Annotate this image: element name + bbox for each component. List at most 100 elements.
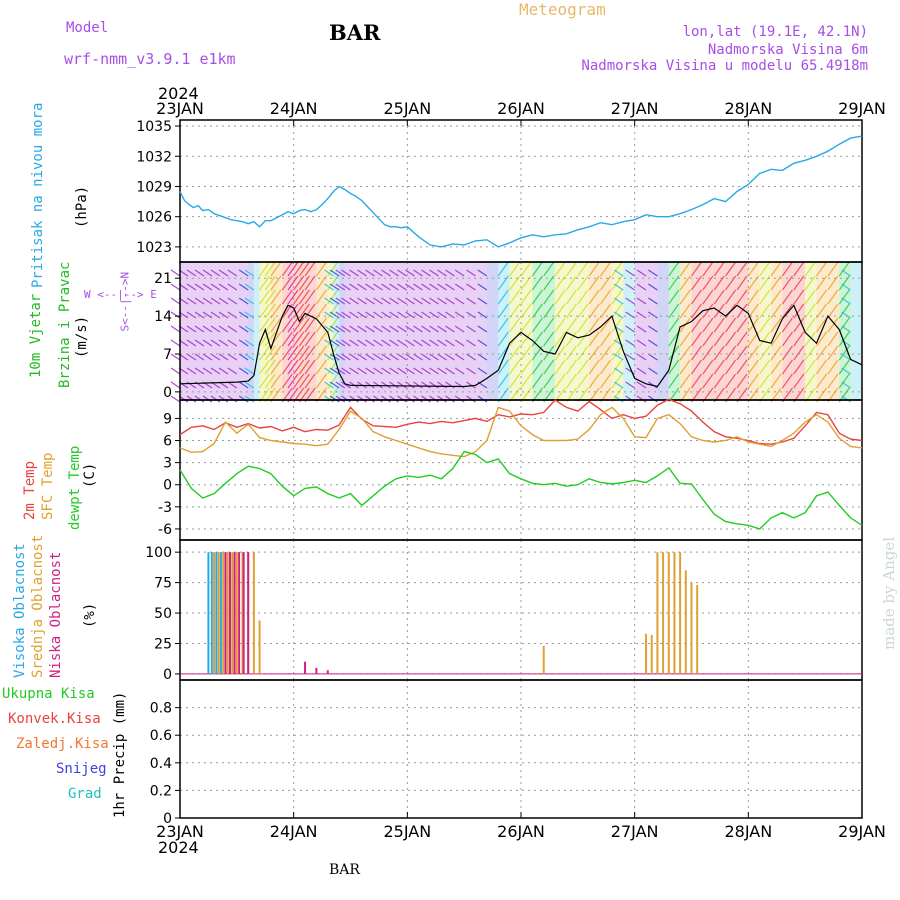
wind-barb — [816, 303, 828, 319]
wind-barb — [298, 261, 310, 277]
wind-barb — [389, 367, 399, 375]
wind-speed-band — [299, 262, 306, 400]
wind-barb — [281, 345, 293, 361]
wind-speed-band — [327, 262, 334, 400]
wind-barb — [349, 325, 359, 333]
wind-barb — [287, 373, 299, 389]
wind-barb — [713, 261, 725, 277]
wind-barb — [270, 289, 282, 305]
wind-speed-band — [793, 262, 806, 400]
wind-barb — [238, 269, 249, 277]
wind-barb — [477, 297, 488, 305]
wind-barb — [804, 289, 816, 305]
wind-barb — [770, 317, 782, 333]
wind-barb — [170, 297, 181, 305]
wind-barb — [304, 373, 316, 389]
wind-barb — [244, 283, 255, 291]
wind-barb — [838, 261, 850, 277]
wind-barb — [324, 367, 334, 375]
wind-barb — [170, 367, 181, 375]
model-name: wrf-nmm_v3.9.1 e1km — [64, 50, 236, 68]
wind-barb — [421, 297, 431, 305]
wind-barb — [365, 269, 375, 277]
wind-barb — [636, 269, 647, 277]
wind-barb — [454, 325, 465, 333]
wind-barb — [186, 339, 197, 347]
wind-barb — [389, 311, 399, 319]
wind-barb — [324, 297, 334, 305]
wind-barb — [531, 289, 543, 305]
wind-speed-band — [259, 262, 266, 400]
wind-barb — [841, 283, 851, 291]
y-tick-label: 0 — [163, 667, 172, 683]
wind-barb — [613, 297, 624, 305]
wind-barb — [186, 297, 197, 305]
wind-barb — [838, 359, 850, 375]
wind-barb — [725, 317, 737, 333]
wind-barb — [227, 395, 238, 403]
wind-barb — [413, 339, 423, 347]
wind-barb — [429, 353, 439, 361]
wind-barb — [281, 373, 293, 389]
wind-barb — [210, 297, 221, 305]
wind-barb — [373, 367, 383, 375]
wind-barb — [543, 289, 555, 305]
wind-barb — [270, 261, 282, 277]
wind-barb — [477, 339, 488, 347]
wind-barb — [736, 373, 748, 389]
wind-barb — [770, 331, 782, 347]
wind-barb — [244, 367, 255, 375]
wind-barb — [202, 353, 213, 361]
wind-barb — [218, 353, 229, 361]
wind-barb — [611, 331, 623, 347]
wind-barb — [270, 373, 282, 389]
wind-barb — [445, 367, 455, 375]
wind-barb — [679, 345, 691, 361]
wind-barb — [736, 359, 748, 375]
wind-barb — [186, 395, 197, 403]
wind-barb — [565, 331, 577, 347]
wind-barb — [477, 311, 488, 319]
wind-barb — [793, 289, 805, 305]
wind-barb — [329, 381, 340, 389]
wind-barb — [218, 297, 229, 305]
wind-barb — [668, 275, 680, 291]
wind-barb — [691, 373, 702, 389]
wind-barb — [324, 325, 334, 333]
model-label: Model — [66, 20, 109, 36]
wind-barb — [445, 269, 455, 277]
wind-barb-field — [170, 261, 862, 403]
wind-barb — [466, 353, 476, 361]
wind-barb — [611, 373, 623, 389]
wind-speed-band — [782, 262, 794, 400]
wind-barb — [264, 261, 276, 277]
wind-barb — [429, 367, 439, 375]
wind-barb — [186, 283, 197, 291]
wind-barb — [636, 339, 647, 347]
wind-speed-band — [850, 262, 862, 400]
wind-barb — [543, 331, 555, 347]
wind-barb — [600, 331, 612, 347]
wind-speed-band — [805, 262, 817, 400]
wind-barb — [588, 373, 600, 389]
wind-barb — [341, 367, 351, 375]
wind-barb — [841, 381, 851, 389]
wind-barb — [238, 311, 249, 319]
wind-barb — [349, 269, 359, 277]
wind-speed-line — [179, 304, 863, 388]
wind-barb — [454, 283, 465, 291]
wind-barb — [600, 289, 612, 305]
wind-barb — [437, 311, 447, 319]
wind-barb — [304, 345, 316, 361]
wind-barb — [804, 303, 816, 319]
wind-barb — [691, 345, 702, 361]
wind-barb — [691, 289, 702, 305]
x-tick-label-top: 23JAN — [156, 99, 204, 118]
wind-barb — [335, 311, 346, 319]
wind-barb — [405, 311, 415, 319]
wind-barb — [668, 317, 680, 333]
wind-barb — [713, 359, 725, 375]
wind-speed-band — [646, 262, 658, 400]
wind-barb — [636, 395, 647, 403]
wind-barb — [194, 339, 205, 347]
